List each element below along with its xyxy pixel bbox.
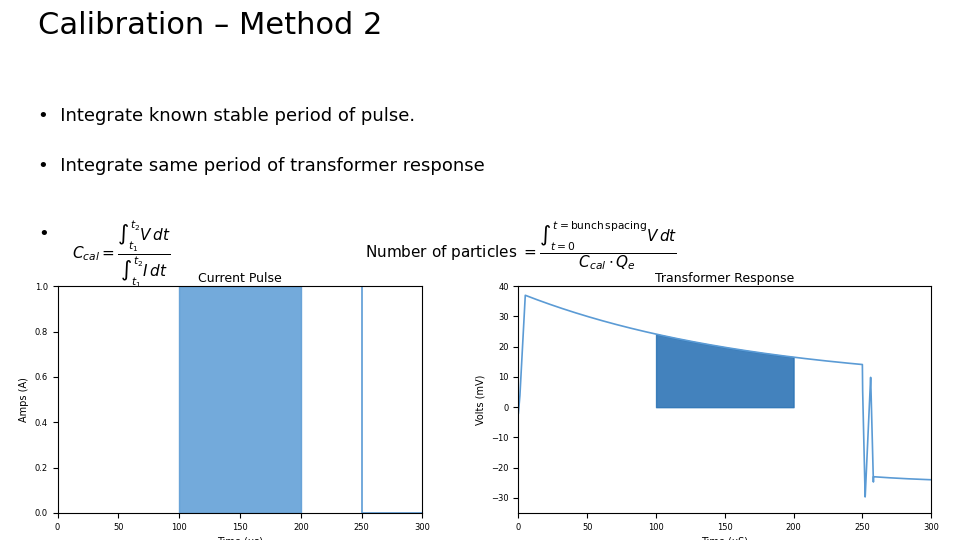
X-axis label: Time (μS): Time (μS) [702,537,748,540]
Text: •  Integrate same period of transformer response: • Integrate same period of transformer r… [38,157,485,176]
X-axis label: Time (μs): Time (μs) [217,537,263,540]
Y-axis label: Volts (mV): Volts (mV) [475,374,486,425]
Y-axis label: Amps (A): Amps (A) [19,377,29,422]
Text: •  Integrate known stable period of pulse.: • Integrate known stable period of pulse… [38,107,416,125]
Title: Current Pulse: Current Pulse [198,272,282,285]
Text: Calibration – Method 2: Calibration – Method 2 [38,11,383,40]
Text: •: • [38,225,49,242]
Text: $C_{cal} = \dfrac{\int_{t_1}^{t_2} V\,dt}{\int_{t_1}^{t_2} I\,dt}$: $C_{cal} = \dfrac{\int_{t_1}^{t_2} V\,dt… [72,219,171,291]
Title: Transformer Response: Transformer Response [655,272,795,285]
Text: Number of particles $= \dfrac{\int_{t=0}^{t=\mathrm{bunch\,spacing}} V\,dt}{C_{c: Number of particles $= \dfrac{\int_{t=0}… [365,219,677,272]
